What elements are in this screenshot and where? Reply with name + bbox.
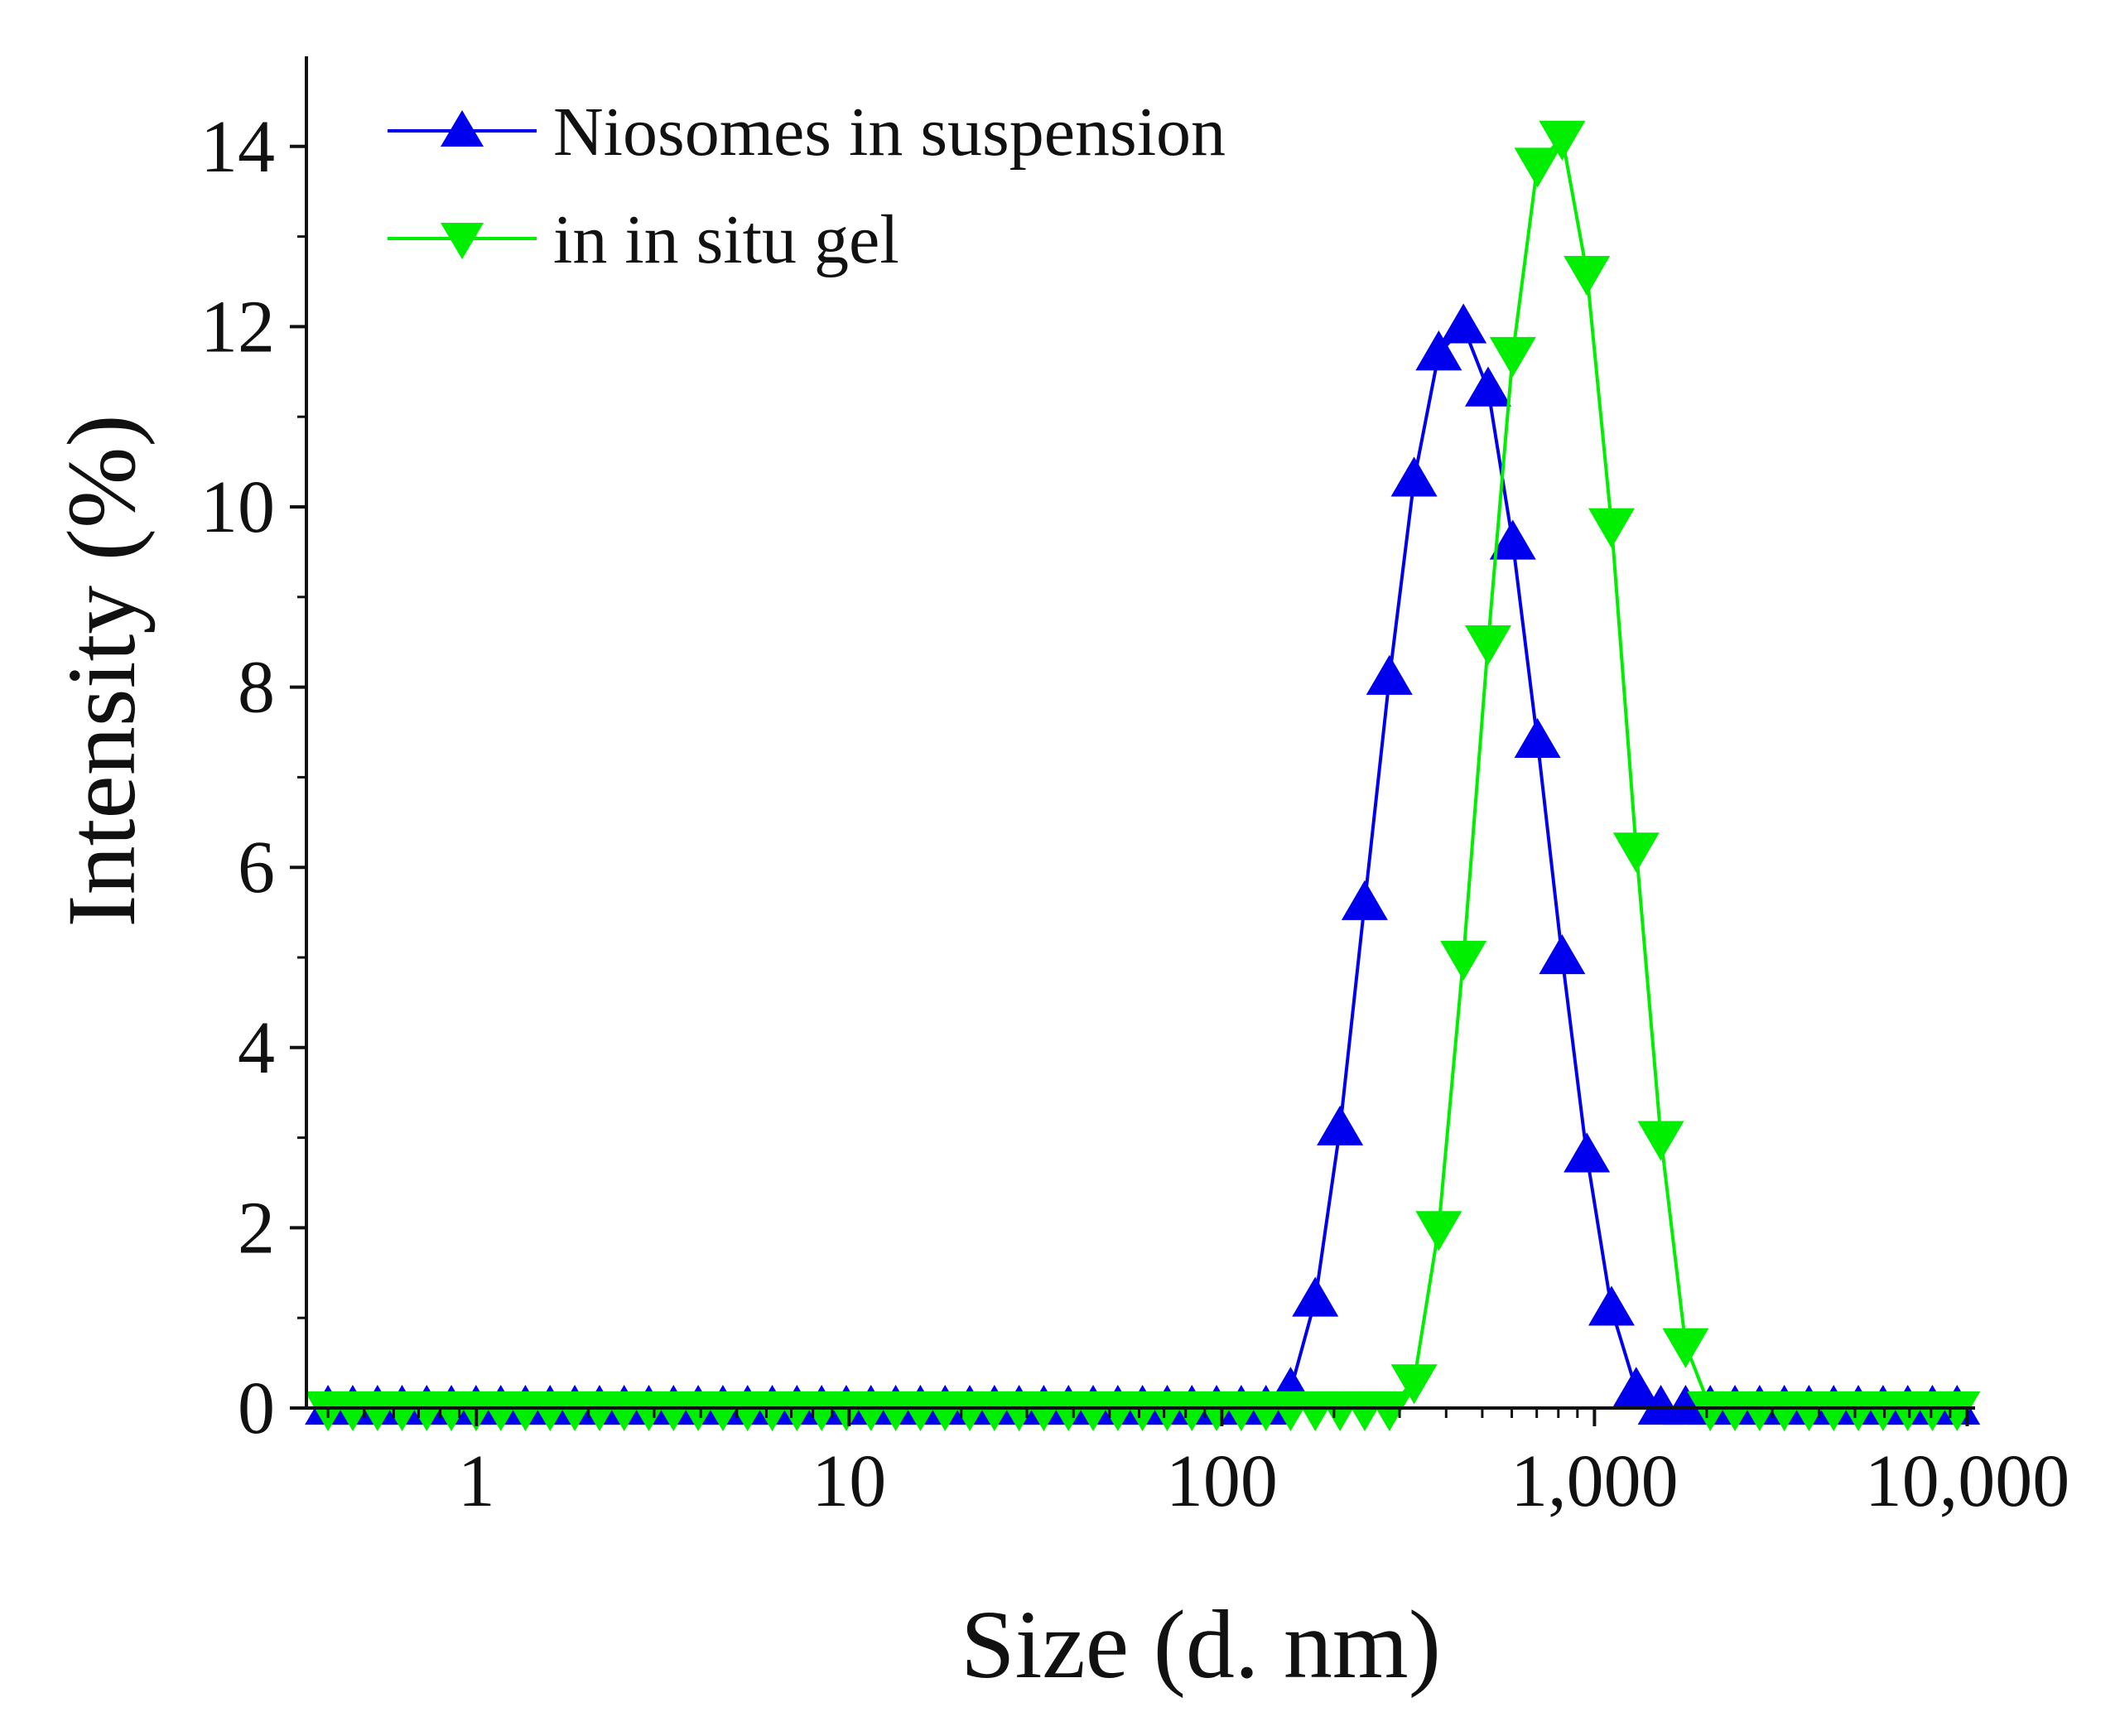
data-point-0 <box>1588 1285 1635 1326</box>
y-tick-label: 2 <box>238 1187 275 1269</box>
data-point-0 <box>1564 1132 1611 1173</box>
y-tick-label: 12 <box>200 286 275 368</box>
data-point-1 <box>1662 1328 1709 1368</box>
data-point-1 <box>1612 832 1660 873</box>
y-tick-label: 6 <box>238 827 275 909</box>
data-point-0 <box>1415 330 1462 371</box>
data-point-1 <box>1934 1391 1981 1431</box>
data-point-1 <box>1539 120 1586 161</box>
y-tick-label: 14 <box>200 106 275 188</box>
series-layer <box>305 120 1981 1431</box>
legend-marker-gel <box>441 223 484 259</box>
legend-item-niosomes: Niosomes in suspension <box>388 94 1226 171</box>
data-point-0 <box>1366 654 1413 695</box>
legend: Niosomes in suspension in in situ gel <box>388 94 1226 278</box>
x-tick-label: 1 <box>458 1440 495 1522</box>
data-point-0 <box>1539 934 1586 975</box>
x-axis-title: Size (d. nm) <box>961 1590 1441 1699</box>
data-point-0 <box>1292 1276 1339 1317</box>
data-point-1 <box>1564 255 1611 297</box>
legend-item-gel: in in situ gel <box>388 201 899 278</box>
y-tick-label: 4 <box>238 1007 275 1089</box>
ticks-layer: 0 2 4 6 8 10 12 14 1 10 100 1,000 10,000 <box>200 106 2069 1522</box>
data-point-0 <box>1489 519 1536 560</box>
legend-label-gel: in in situ gel <box>553 201 899 278</box>
data-point-1 <box>1637 1121 1684 1161</box>
y-axis-title: Intensity (%) <box>47 414 156 927</box>
y-tick-label: 0 <box>238 1367 275 1449</box>
y-tick-label: 10 <box>200 466 275 548</box>
data-point-0 <box>1514 717 1561 759</box>
x-tick-label: 10 <box>812 1440 886 1522</box>
data-point-0 <box>1341 880 1388 920</box>
legend-marker-niosomes <box>441 110 484 147</box>
x-tick-label: 1,000 <box>1510 1440 1679 1522</box>
data-point-0 <box>1464 366 1511 407</box>
x-tick-label: 100 <box>1166 1440 1278 1522</box>
data-point-0 <box>1390 456 1438 497</box>
legend-label-niosomes: Niosomes in suspension <box>553 94 1226 171</box>
data-point-0 <box>1317 1105 1364 1145</box>
data-point-1 <box>1464 625 1511 666</box>
data-point-1 <box>1415 1211 1462 1251</box>
y-tick-label: 8 <box>238 647 275 729</box>
data-point-0 <box>1440 303 1487 344</box>
x-tick-label: 10,000 <box>1865 1440 2070 1522</box>
data-point-1 <box>1390 1364 1438 1405</box>
data-point-1 <box>1514 147 1561 188</box>
data-point-1 <box>1588 508 1635 548</box>
data-point-1 <box>1366 1391 1413 1431</box>
axes-layer <box>305 56 1975 1410</box>
data-point-0 <box>1612 1367 1660 1407</box>
data-point-1 <box>1440 940 1487 981</box>
data-point-1 <box>1489 336 1536 378</box>
series-line-0 <box>328 325 1958 1410</box>
series-line-1 <box>328 135 1958 1410</box>
